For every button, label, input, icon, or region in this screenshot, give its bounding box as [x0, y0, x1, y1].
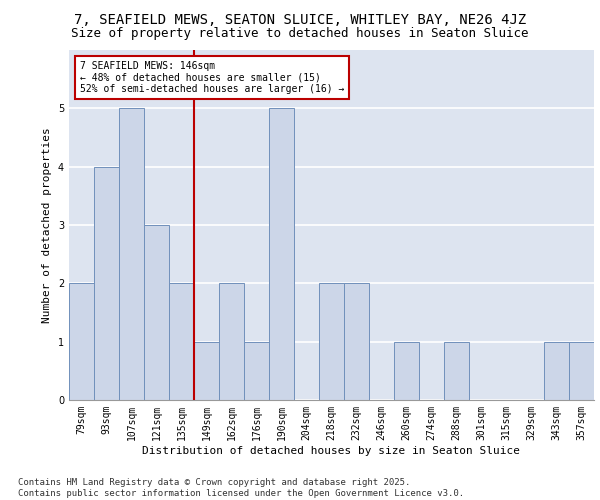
Bar: [169, 284, 194, 400]
Bar: [344, 284, 369, 400]
Text: Size of property relative to detached houses in Seaton Sluice: Size of property relative to detached ho…: [71, 28, 529, 40]
Text: 7, SEAFIELD MEWS, SEATON SLUICE, WHITLEY BAY, NE26 4JZ: 7, SEAFIELD MEWS, SEATON SLUICE, WHITLEY…: [74, 12, 526, 26]
Text: Contains HM Land Registry data © Crown copyright and database right 2025.
Contai: Contains HM Land Registry data © Crown c…: [18, 478, 464, 498]
Bar: [269, 108, 294, 400]
Bar: [394, 342, 419, 400]
Bar: [319, 284, 344, 400]
Bar: [94, 166, 119, 400]
Bar: [219, 284, 244, 400]
Y-axis label: Number of detached properties: Number of detached properties: [43, 127, 52, 323]
Bar: [244, 342, 269, 400]
Bar: [544, 342, 569, 400]
X-axis label: Distribution of detached houses by size in Seaton Sluice: Distribution of detached houses by size …: [143, 446, 521, 456]
Bar: [569, 342, 594, 400]
Bar: [119, 108, 144, 400]
Text: 7 SEAFIELD MEWS: 146sqm
← 48% of detached houses are smaller (15)
52% of semi-de: 7 SEAFIELD MEWS: 146sqm ← 48% of detache…: [79, 60, 344, 94]
Bar: [69, 284, 94, 400]
Bar: [144, 225, 169, 400]
Bar: [444, 342, 469, 400]
Bar: [194, 342, 219, 400]
